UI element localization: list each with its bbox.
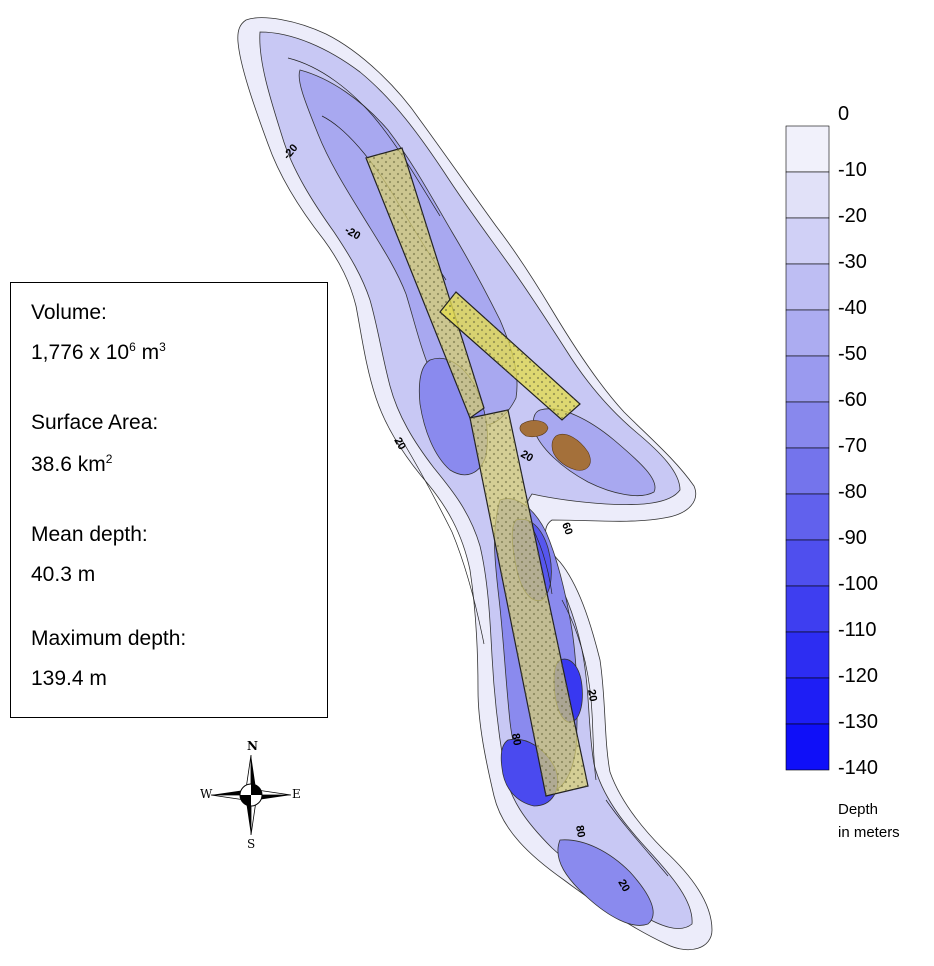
legend-level-label: -140 xyxy=(838,757,879,779)
legend-swatch xyxy=(785,401,830,449)
depth-zone-south-basin xyxy=(557,839,654,926)
compass-west-label: W xyxy=(200,787,213,801)
volume-value: 1,776 x 106 m3 xyxy=(31,340,166,364)
legend-level-label: -50 xyxy=(838,343,867,365)
legend-level-label: -20 xyxy=(838,205,867,227)
legend-swatch xyxy=(785,631,830,679)
legend-swatch xyxy=(785,723,830,771)
legend-level-label: -130 xyxy=(838,711,879,733)
legend-level-label: -40 xyxy=(838,297,867,319)
contour-label: 80 xyxy=(573,824,587,838)
volume-label: Volume: xyxy=(31,301,107,324)
legend-level-label: -70 xyxy=(838,435,867,457)
legend-swatch xyxy=(785,677,830,725)
lake-statistics-box: Volume: 1,776 x 106 m3 Surface Area: 38.… xyxy=(10,282,328,718)
legend-level-label: -120 xyxy=(838,665,879,687)
contour-label: 80 xyxy=(509,732,523,746)
legend-title-line2: in meters xyxy=(838,824,900,841)
island-2 xyxy=(551,433,591,471)
island-1 xyxy=(519,420,549,438)
surface-area-label: Surface Area: xyxy=(31,411,159,434)
contour-label: 20 xyxy=(391,436,408,453)
transects xyxy=(365,147,589,797)
surface-area-value: 38.6 km2 xyxy=(31,452,113,476)
legend-level-label: -80 xyxy=(838,481,867,503)
legend-swatch xyxy=(785,309,830,357)
mean-depth-label: Mean depth: xyxy=(31,523,148,546)
contour-label: 20 xyxy=(519,448,536,465)
compass-north-label: N xyxy=(247,739,258,753)
compass-south-label: S xyxy=(247,837,256,851)
transect-east-arm xyxy=(439,291,581,421)
compass-east-label: E xyxy=(292,787,301,801)
legend-level-label: 0 xyxy=(838,103,850,125)
contour-label: 20 xyxy=(615,878,632,895)
legend-swatch xyxy=(785,263,830,311)
legend-level-label: -90 xyxy=(838,527,867,549)
maximum-depth-value: 139.4 m xyxy=(31,667,107,690)
transect-south xyxy=(469,409,589,797)
legend-swatch xyxy=(785,585,830,633)
legend-swatch xyxy=(785,217,830,265)
mean-depth-value: 40.3 m xyxy=(31,563,96,586)
legend-swatch xyxy=(785,171,830,219)
legend-level-label: -100 xyxy=(838,573,879,595)
transect-north xyxy=(365,147,485,419)
legend-swatch xyxy=(785,539,830,587)
legend-swatch xyxy=(785,493,830,541)
contour-label: 60 xyxy=(559,521,574,537)
legend-level-label: -60 xyxy=(838,389,867,411)
depth-legend-bar xyxy=(785,125,830,771)
legend-level-label: -30 xyxy=(838,251,867,273)
legend-level-label: -10 xyxy=(838,159,867,181)
islands xyxy=(519,420,591,471)
compass-rose-icon xyxy=(210,754,292,836)
maximum-depth-label: Maximum depth: xyxy=(31,627,187,650)
legend-title-line1: Depth xyxy=(838,801,879,818)
legend-swatch xyxy=(785,447,830,495)
contour-label: 20 xyxy=(585,688,599,702)
depth-zone-20 xyxy=(259,31,693,929)
legend-swatch xyxy=(785,355,830,403)
legend-level-label: -110 xyxy=(838,619,877,641)
legend-swatch xyxy=(785,125,830,173)
